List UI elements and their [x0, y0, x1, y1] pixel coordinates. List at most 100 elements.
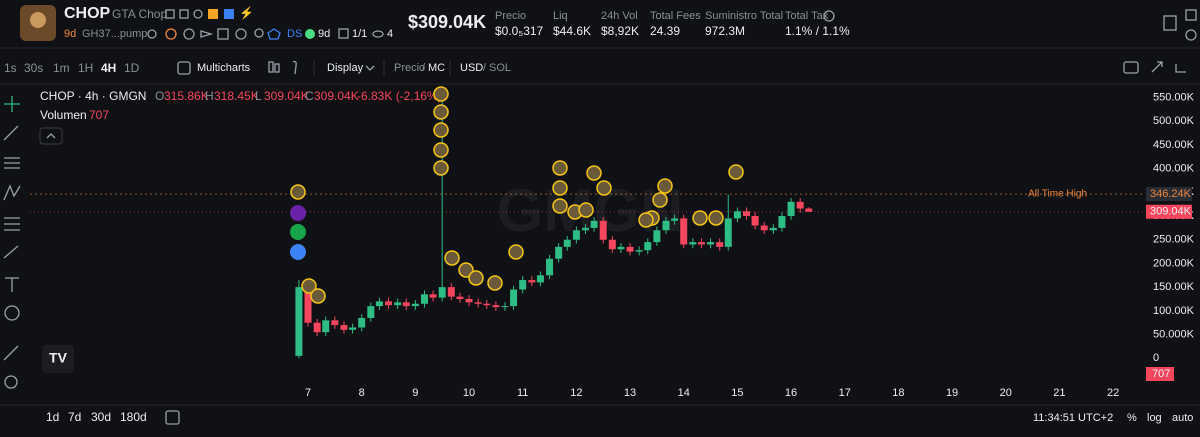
interval[interactable]: 1H — [78, 61, 93, 75]
y-tick-label: 0 — [1153, 352, 1159, 364]
checkbox[interactable] — [177, 61, 191, 75]
candle-body — [394, 302, 402, 306]
trade-avatar — [552, 180, 568, 196]
x-tick-label: 17 — [839, 387, 851, 399]
stat-label: Precio — [495, 10, 526, 22]
ohlc-value: 309.04K — [264, 89, 309, 103]
volume-tag — [1146, 367, 1174, 381]
range[interactable]: 180d — [120, 410, 147, 424]
tv-logo — [42, 345, 74, 373]
candle-body — [295, 287, 303, 356]
candle-body — [438, 287, 446, 298]
icon — [372, 30, 384, 38]
interval[interactable]: 1s — [4, 61, 17, 75]
ohlc-value: 318.45K — [214, 89, 259, 103]
badge — [290, 205, 306, 221]
candle-body — [751, 216, 759, 226]
settings-icon[interactable] — [1185, 29, 1197, 41]
candle-body — [743, 211, 751, 217]
candle-body — [420, 294, 428, 304]
candle-body — [796, 201, 804, 209]
panel-toggle[interactable] — [1163, 15, 1177, 31]
interval[interactable]: 1m — [53, 61, 70, 75]
stat-label: Suministro Total — [705, 10, 783, 22]
trade-avatar — [596, 180, 612, 196]
candle-body — [563, 239, 571, 247]
trade-avatar — [552, 198, 568, 214]
display[interactable]: Display — [327, 62, 364, 74]
footer: 11:34:51 UTC+2 % log auto 1d 7d 30d 180d — [46, 410, 1193, 425]
candle-body — [546, 258, 554, 276]
ohlc-key: H — [205, 89, 214, 103]
trade-avatar — [586, 165, 602, 181]
x-tick-label: 12 — [570, 387, 582, 399]
icon — [305, 29, 315, 39]
y-tick-label: 50.000K — [1153, 328, 1195, 340]
trade-avatar — [310, 288, 326, 304]
calendar-icon[interactable] — [165, 410, 180, 425]
interval[interactable]: 4H — [101, 61, 116, 75]
candle-body — [528, 280, 536, 283]
candle-body — [536, 275, 544, 283]
y-tick-label: 550.00K — [1153, 91, 1195, 103]
candle-body — [590, 220, 598, 228]
candle-body — [385, 301, 393, 306]
candle-body — [501, 306, 509, 308]
log-toggle[interactable]: log — [1147, 412, 1162, 424]
clock: 11:34:51 UTC+2 — [1033, 412, 1113, 424]
icon — [338, 28, 349, 39]
candle-body — [582, 227, 589, 231]
trade-avatar — [433, 104, 449, 120]
price-toggle[interactable]: Precio — [394, 62, 425, 74]
sol-toggle[interactable]: SOL — [489, 62, 511, 74]
x-tick-label: 10 — [463, 387, 475, 399]
stat-value: 1.1% / 1.1% — [785, 24, 850, 38]
interval[interactable]: 1D — [124, 61, 140, 75]
icon[interactable] — [1185, 9, 1197, 21]
range[interactable]: 7d — [68, 410, 81, 424]
candle-body — [805, 208, 813, 212]
trade-avatar — [433, 86, 449, 102]
chevron — [46, 133, 56, 139]
trade-avatar — [290, 184, 306, 200]
auto-toggle[interactable]: auto — [1172, 412, 1193, 424]
help-icon — [823, 10, 835, 22]
right-tools — [1123, 61, 1186, 74]
candle-body — [697, 242, 705, 245]
candle-body — [608, 239, 616, 250]
candle-body — [313, 322, 321, 333]
slash: / — [483, 62, 487, 74]
candle-body — [429, 294, 437, 298]
candle-body — [662, 220, 670, 231]
multicharts[interactable]: Multicharts — [197, 62, 251, 74]
x-tick-label: 21 — [1053, 387, 1065, 399]
y-tick-label: 200.00K — [1153, 257, 1195, 269]
candle-body — [626, 246, 634, 252]
x-tick-label: 7 — [305, 387, 311, 399]
candle-body — [375, 301, 383, 307]
usd-toggle[interactable]: USD — [460, 62, 483, 74]
trade-avatar — [652, 192, 668, 208]
candle-body — [304, 287, 312, 323]
y-tick-label: 150.00K — [1153, 281, 1195, 293]
candle-body — [555, 246, 563, 259]
candle-body — [653, 230, 661, 243]
range[interactable]: 30d — [91, 410, 111, 424]
price-tag — [1146, 204, 1192, 219]
badge — [290, 224, 306, 240]
x-tick-label: 13 — [624, 387, 636, 399]
trade-avatar — [728, 164, 744, 180]
candle-body — [402, 302, 410, 307]
mc-toggle[interactable]: MC — [428, 62, 445, 74]
toolbar: Multicharts Display Precio / MC USD / SO… — [4, 60, 1186, 76]
percent-toggle[interactable]: % — [1127, 412, 1137, 424]
slash: / — [422, 62, 426, 74]
header-icons — [165, 9, 203, 19]
interval[interactable]: 30s — [24, 61, 43, 75]
trade-avatar — [433, 122, 449, 138]
collapse-button[interactable] — [39, 127, 63, 145]
drawing-tools — [3, 96, 21, 389]
range[interactable]: 1d — [46, 410, 59, 424]
trade-avatar — [657, 178, 673, 194]
